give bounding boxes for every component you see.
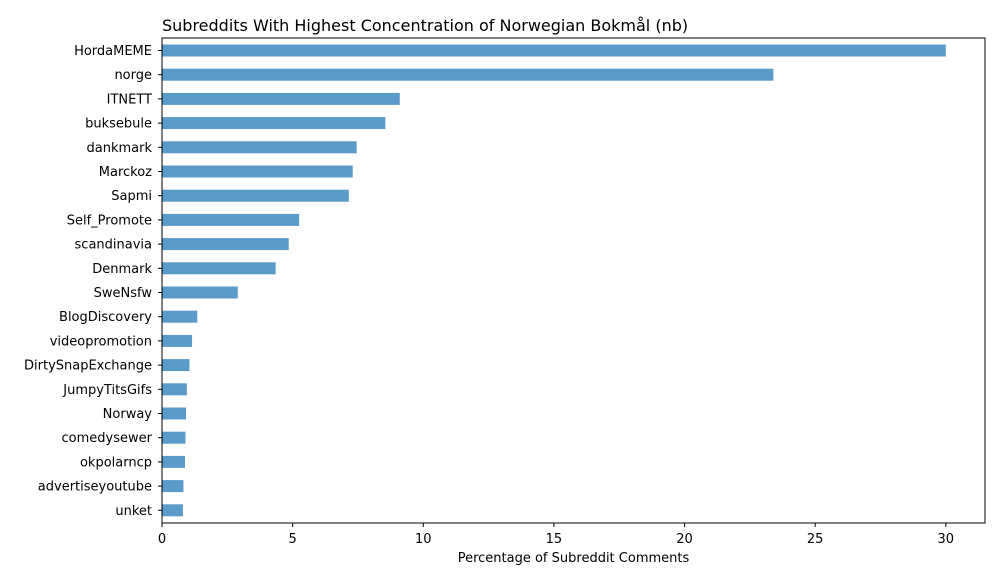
y-tick-label: BlogDiscovery — [59, 310, 152, 325]
bar-scandinavia — [162, 238, 289, 251]
bar-marckoz — [162, 165, 353, 178]
x-tick-label: 20 — [676, 532, 693, 547]
x-axis: 0 5 10 15 20 25 30 — [158, 523, 954, 547]
bars-layer — [162, 44, 946, 517]
bar-blogdiscovery — [162, 310, 198, 323]
x-tick-label: 5 — [288, 532, 296, 547]
bar-comedysewer — [162, 431, 186, 444]
y-tick-label: Norway — [103, 407, 153, 422]
bar-norge — [162, 68, 774, 81]
y-tick-label: DirtySnapExchange — [24, 359, 152, 374]
plot-frame — [161, 37, 986, 524]
bar-videopromotion — [162, 334, 193, 347]
bar-buksebule — [162, 117, 386, 130]
bar-norway — [162, 407, 187, 420]
bar-dankmark — [162, 141, 357, 154]
y-tick-label: advertiseyoutube — [38, 480, 152, 495]
y-tick-label: Sapmi — [111, 189, 152, 204]
y-tick-label: Self_Promote — [67, 213, 152, 228]
y-tick-label: ITNETT — [107, 92, 152, 107]
bar-itnett — [162, 92, 400, 105]
bar-sapmi — [162, 189, 349, 202]
bar-okpolarncp — [162, 455, 185, 468]
y-tick-label: HordaMEME — [74, 44, 152, 59]
y-tick-label: Denmark — [92, 262, 152, 277]
x-axis-label: Percentage of Subreddit Comments — [458, 551, 690, 566]
x-tick-label: 15 — [546, 532, 563, 547]
x-tick-label: 30 — [938, 532, 955, 547]
bar-unket — [162, 504, 183, 517]
bar-jumpytitsgifs — [162, 383, 187, 396]
x-tick-label: 10 — [415, 532, 432, 547]
y-tick-label: Marckoz — [99, 165, 152, 180]
y-tick-label: JumpyTitsGifs — [62, 383, 152, 398]
y-tick-label: videopromotion — [50, 334, 152, 349]
x-tick-label: 25 — [807, 532, 824, 547]
bar-swensfw — [162, 286, 238, 299]
y-tick-label: dankmark — [87, 141, 153, 156]
bar-hordameme — [162, 44, 946, 57]
bar-advertiseyoutube — [162, 480, 184, 493]
y-tick-label: unket — [115, 504, 152, 519]
y-tick-label: comedysewer — [62, 431, 153, 446]
chart-title: Subreddits With Highest Concentration of… — [162, 16, 688, 35]
bar-self-promote — [162, 213, 300, 226]
y-tick-label: SweNsfw — [94, 286, 153, 301]
y-tick-label: buksebule — [85, 117, 152, 132]
y-tick-label: norge — [114, 68, 152, 83]
bar-dirtysnapexchange — [162, 359, 190, 372]
bar-denmark — [162, 262, 276, 275]
y-tick-label: scandinavia — [75, 238, 152, 253]
y-tick-label: okpolarncp — [80, 455, 152, 470]
y-axis: HordaMEME norge ITNETT buksebule dankmark Mar… — [24, 44, 162, 519]
x-tick-label: 0 — [158, 532, 166, 547]
